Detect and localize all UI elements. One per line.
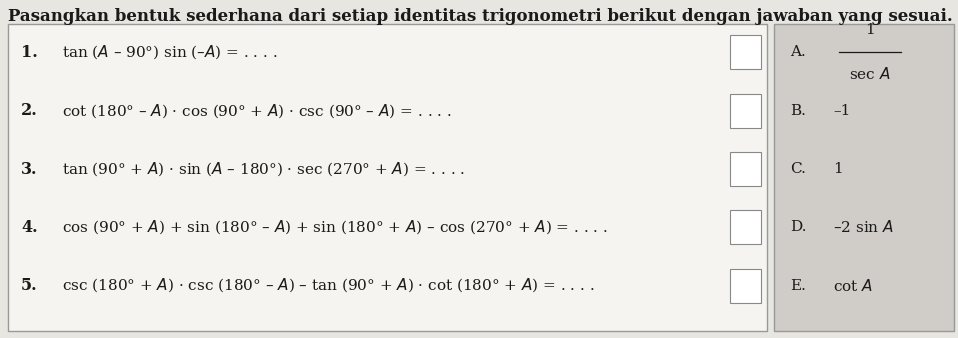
Text: cos (90° + $A$) + sin (180° – $A$) + sin (180° + $A$) – cos (270° + $A$) = . . .: cos (90° + $A$) + sin (180° – $A$) + sin… [62, 218, 608, 236]
Text: –2 sin $A$: –2 sin $A$ [833, 219, 895, 235]
Text: B.: B. [790, 104, 807, 118]
FancyBboxPatch shape [730, 269, 761, 303]
Text: E.: E. [790, 279, 807, 293]
Text: 1.: 1. [21, 44, 37, 61]
Text: 4.: 4. [21, 219, 37, 236]
Text: –1: –1 [833, 104, 851, 118]
FancyBboxPatch shape [730, 35, 761, 69]
FancyBboxPatch shape [8, 24, 767, 331]
FancyBboxPatch shape [730, 94, 761, 128]
Text: 3.: 3. [21, 161, 37, 177]
Text: csc (180° + $A$) · csc (180° – $A$) – tan (90° + $A$) · cot (180° + $A$) = . . .: csc (180° + $A$) · csc (180° – $A$) – ta… [62, 277, 595, 294]
FancyBboxPatch shape [730, 152, 761, 186]
Text: 5.: 5. [21, 277, 37, 294]
Text: A.: A. [790, 45, 806, 59]
Text: tan (90° + $A$) · sin ($A$ – 180°) · sec (270° + $A$) = . . . .: tan (90° + $A$) · sin ($A$ – 180°) · sec… [62, 160, 466, 178]
Text: tan ($A$ – 90°) sin (–$A$) = . . . .: tan ($A$ – 90°) sin (–$A$) = . . . . [62, 44, 278, 61]
Text: D.: D. [790, 220, 807, 234]
FancyBboxPatch shape [774, 24, 954, 331]
Text: 1: 1 [865, 23, 875, 38]
Text: cot $A$: cot $A$ [833, 277, 874, 294]
FancyBboxPatch shape [730, 210, 761, 244]
Text: cot (180° – $A$) · cos (90° + $A$) · csc (90° – $A$) = . . . .: cot (180° – $A$) · cos (90° + $A$) · csc… [62, 102, 452, 120]
Text: C.: C. [790, 162, 807, 176]
Text: 1: 1 [833, 162, 843, 176]
Text: sec $A$: sec $A$ [849, 66, 891, 82]
Text: Pasangkan bentuk sederhana dari setiap identitas trigonometri berikut dengan jaw: Pasangkan bentuk sederhana dari setiap i… [8, 8, 952, 25]
Text: 2.: 2. [21, 102, 37, 119]
